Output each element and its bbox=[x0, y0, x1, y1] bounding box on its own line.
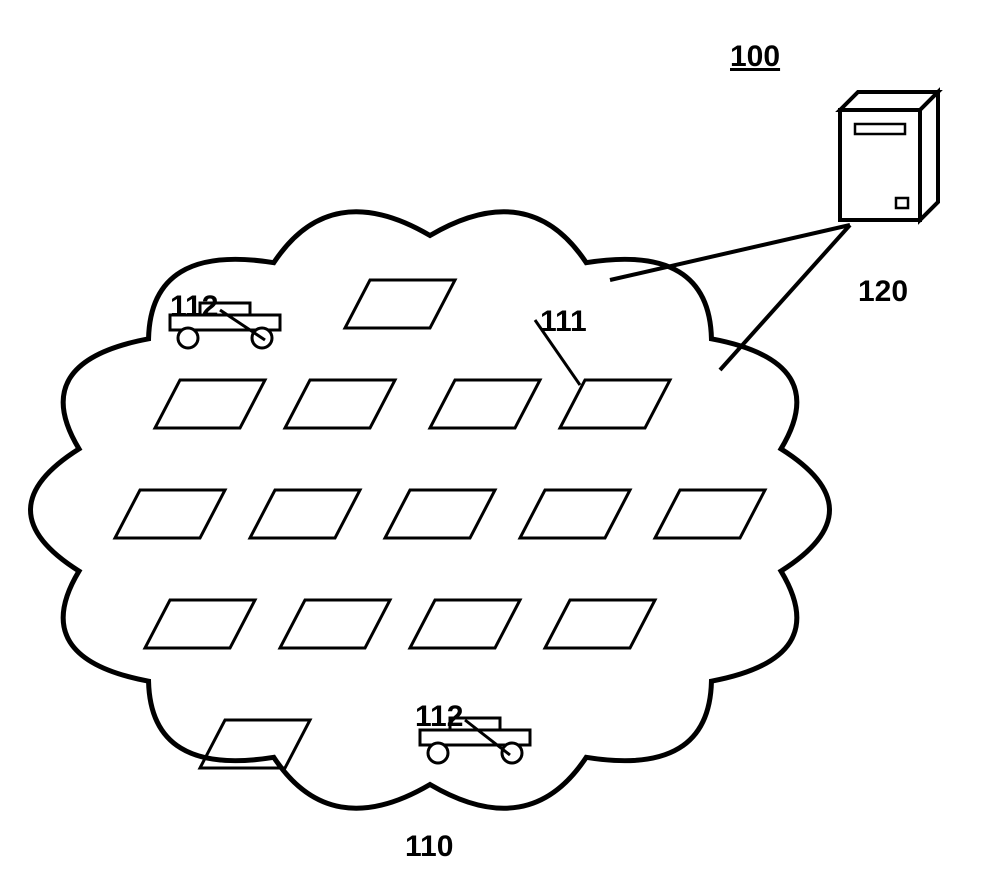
cloud-label: 110 bbox=[405, 830, 453, 864]
system-label: 100 bbox=[730, 40, 780, 74]
server-label: 120 bbox=[858, 275, 908, 309]
car-top-label: 112 bbox=[170, 290, 218, 324]
diagram-svg bbox=[0, 0, 1000, 873]
connector-line bbox=[720, 225, 850, 370]
tile-label: 111 bbox=[540, 305, 587, 339]
connector-line bbox=[610, 225, 850, 280]
car-bottom-label: 112 bbox=[415, 700, 463, 734]
server-icon bbox=[840, 92, 938, 220]
